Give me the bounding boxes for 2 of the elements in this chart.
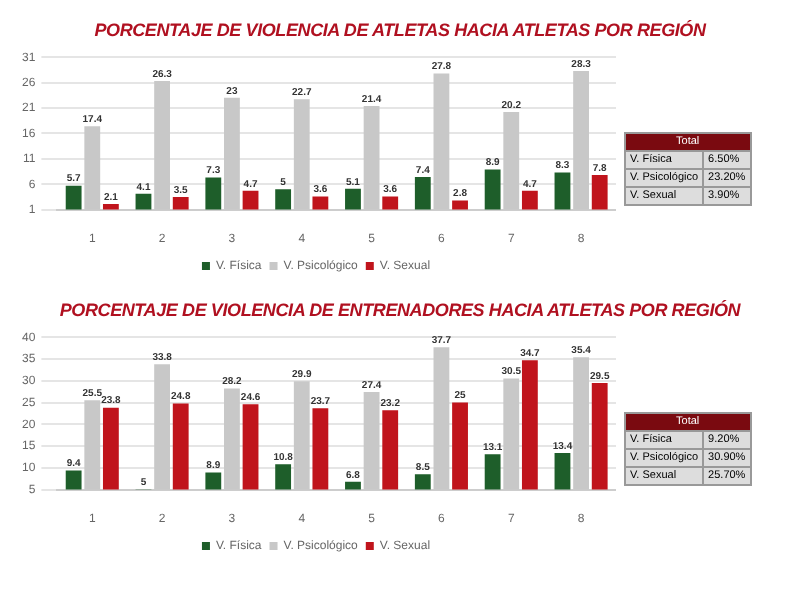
chart-title: PORCENTAJE DE VIOLENCIA DE ATLETAS HACIA ATLETAS POR REGIÓN — [92, 18, 708, 44]
chart-title: PORCENTAJE DE VIOLENCIA DE ENTRENADORES HACIA ATLETAS POR REGIÓN — [57, 298, 743, 324]
